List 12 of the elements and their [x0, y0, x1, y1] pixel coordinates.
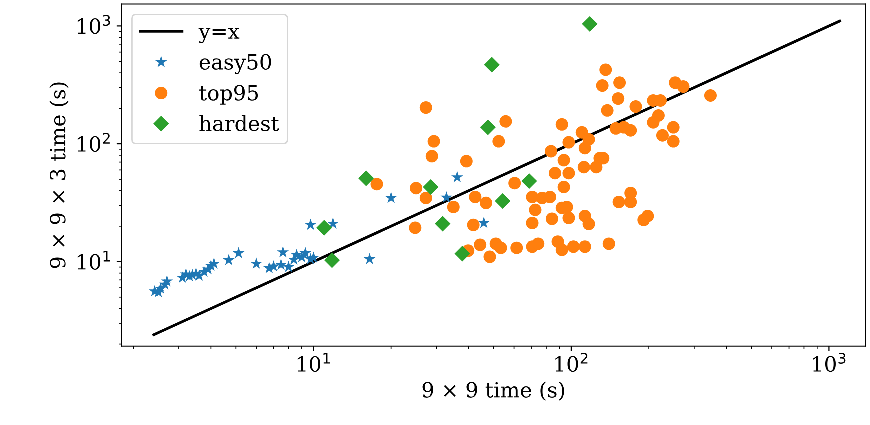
- legend-label: hardest: [200, 115, 280, 132]
- x-tick-label: 10$^{3}$: [813, 352, 846, 372]
- y-axis-title: 9 × 9 × 3 time (s): [50, 82, 69, 268]
- y-tick-label: 10$^{3}$: [78, 15, 110, 34]
- x-tick-label: 10$^{2}$: [556, 352, 588, 372]
- x-tick-label: 10$^{1}$: [298, 353, 330, 372]
- y-tick-label: 10$^{2}$: [78, 133, 110, 152]
- legend-label: easy50: [200, 54, 272, 74]
- legend-label: y=x: [198, 28, 240, 44]
- x-axis-title: 9 × 9 time (s): [422, 382, 564, 401]
- legend-label: top95: [199, 85, 258, 105]
- y-tick-label: 10$^{1}$: [78, 251, 110, 270]
